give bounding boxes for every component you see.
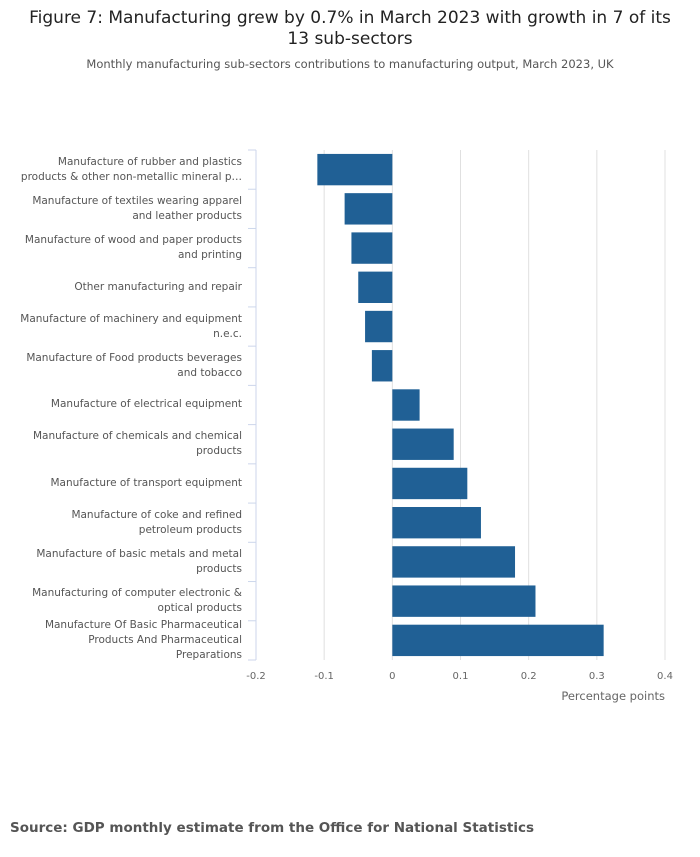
bar — [358, 271, 393, 303]
x-axis-title: Percentage points — [561, 689, 665, 703]
y-tick-label: Manufacture of machinery and equipment n… — [20, 312, 242, 340]
y-tick-label: Other manufacturing and repair — [74, 280, 242, 293]
x-tick-label: 0.4 — [657, 671, 673, 682]
chart-subtitle: Monthly manufacturing sub-sectors contri… — [86, 57, 614, 71]
x-tick-label: 0.2 — [521, 671, 537, 682]
x-tick-label: 0.3 — [589, 671, 605, 682]
bar — [392, 585, 536, 617]
y-tick-label: Manufacture of chemicals and chemical pr… — [32, 430, 242, 458]
y-tick-label: Manufacturing of computer electronic & o… — [32, 587, 242, 615]
y-tick-label: Manufacture of coke and refined petroleu… — [71, 508, 242, 536]
y-tick-label: Manufacture of textiles wearing apparel … — [32, 194, 242, 222]
y-tick-label: Manufacture of rubber and plastics produ… — [20, 155, 242, 183]
bar — [392, 428, 454, 460]
bar — [392, 389, 420, 421]
x-tick-label: -0.1 — [314, 671, 334, 682]
bar — [344, 193, 393, 225]
y-tick-label: Manufacture of electrical equipment — [50, 398, 242, 411]
bar — [392, 546, 516, 578]
y-tick-label: Manufacture of wood and paper products a… — [24, 234, 242, 262]
y-tick-label: Manufacture of Food products beverages a… — [26, 351, 242, 379]
x-tick-label: 0.1 — [453, 671, 469, 682]
bar — [371, 350, 393, 382]
bar — [392, 467, 468, 500]
x-tick-label: -0.2 — [246, 671, 266, 682]
y-tick-label: Manufacture of basic metals and metal pr… — [36, 547, 242, 575]
bar — [317, 153, 393, 186]
y-tick-label: Manufacture Of Basic Pharmaceutical Prod… — [44, 618, 242, 661]
bar — [351, 232, 393, 264]
bar — [392, 507, 481, 539]
x-tick-label: 0 — [389, 671, 395, 682]
bar — [392, 624, 604, 657]
source-note: Source: GDP monthly estimate from the Of… — [10, 820, 535, 836]
chart-title: Figure 7: Manufacturing grew by 0.7% in … — [29, 8, 671, 49]
bar — [365, 310, 393, 343]
y-tick-label: Manufacture of transport equipment — [50, 476, 243, 489]
